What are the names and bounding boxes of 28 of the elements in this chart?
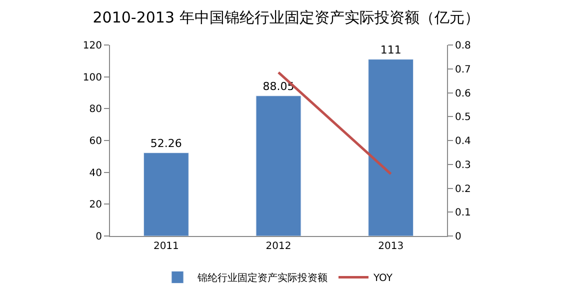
y2-tick-label: 0.3 [455, 160, 471, 171]
y2-tick-label: 0.6 [455, 88, 471, 100]
y2-tick-label: 0.2 [455, 184, 471, 195]
data-label: 111 [380, 43, 402, 56]
data-label: 88.05 [262, 80, 294, 93]
y-tick-label: 60 [89, 136, 102, 147]
y-tick-label: 120 [82, 40, 102, 52]
data-label: 52.26 [150, 136, 182, 150]
y2-tick-label: 0.1 [455, 208, 471, 219]
y2-tick-label: 0.7 [455, 64, 471, 76]
y-tick-label: 20 [89, 200, 102, 211]
x-tick-label: 2013 [378, 241, 404, 252]
bar [368, 59, 414, 236]
y2-tick-label: 0.8 [455, 40, 471, 52]
y-tick-label: 100 [82, 72, 102, 84]
x-tick-label: 2012 [266, 241, 292, 252]
y2-tick-label: 0 [455, 232, 462, 242]
x-tick-label: 2011 [153, 241, 179, 252]
y2-tick-label: 0.5 [455, 112, 471, 124]
chart-title: 2010-2013 年中国锦纶行业固定资产实际投资额（亿元） [92, 8, 480, 27]
y-tick-label: 80 [89, 104, 102, 116]
bar [256, 96, 302, 236]
bar [143, 152, 189, 236]
legend-label: YOY [372, 273, 394, 284]
y-tick-label: 0 [96, 232, 102, 242]
legend-label: 锦纶行业固定资产实际投资额 [196, 272, 328, 284]
y-tick-label: 40 [89, 168, 102, 179]
y2-tick-label: 0.4 [455, 136, 471, 147]
